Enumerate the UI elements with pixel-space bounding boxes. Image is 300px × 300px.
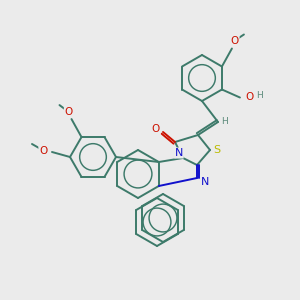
Text: O: O — [246, 92, 254, 103]
Text: O: O — [64, 107, 73, 117]
Text: H: H — [222, 118, 228, 127]
Text: O: O — [152, 124, 160, 134]
Text: S: S — [213, 145, 220, 155]
Text: O: O — [39, 146, 47, 156]
Text: O: O — [231, 35, 239, 46]
Text: H: H — [256, 91, 263, 100]
Text: N: N — [175, 148, 183, 158]
Text: N: N — [201, 177, 209, 187]
